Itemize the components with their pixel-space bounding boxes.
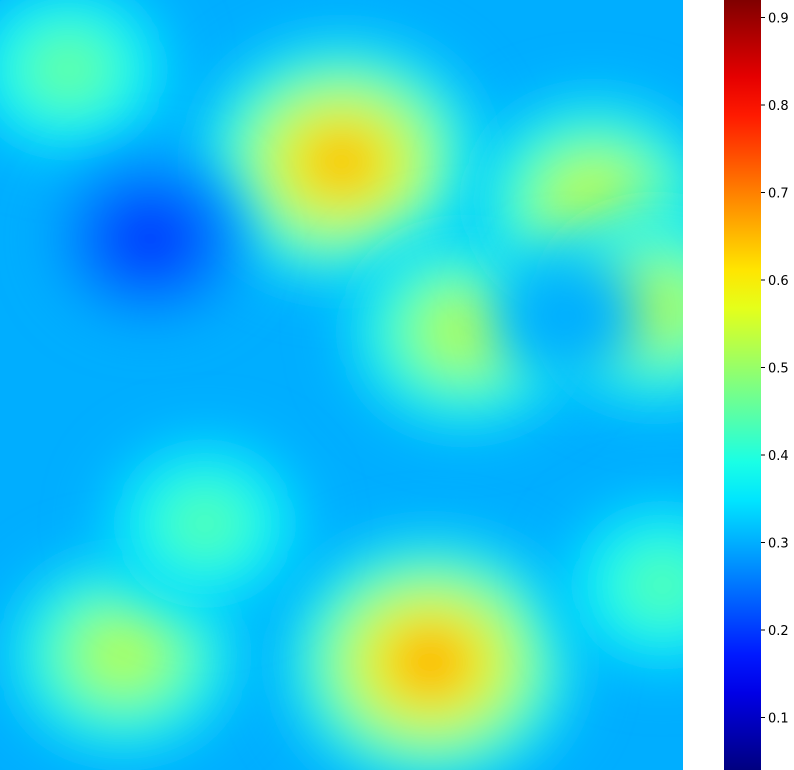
colorbar-tick-label: 0.4 — [768, 449, 789, 464]
heatmap-plot — [0, 0, 683, 770]
heatmap-region — [0, 0, 183, 167]
colorbar-tick-label: 0.1 — [768, 712, 789, 727]
colorbar-tick-label: 0.8 — [768, 99, 789, 114]
colorbar-gradient — [724, 0, 761, 770]
heatmap-region — [186, 29, 497, 294]
heatmap-region — [490, 250, 644, 381]
heatmap-region — [552, 491, 683, 679]
colorbar-tick-label: 0.3 — [768, 537, 789, 552]
heatmap-region — [47, 151, 253, 326]
colorbar-svg: 0.1 0.2 0.3 0.4 0.5 0.6 0.7 0.8 0.9 — [724, 0, 789, 770]
colorbar: 0.1 0.2 0.3 0.4 0.5 0.6 0.7 0.8 0.9 — [724, 0, 794, 770]
colorbar-tick-label: 0.6 — [768, 274, 789, 289]
colorbar-tick-label: 0.2 — [768, 624, 789, 639]
colorbar-tick-label: 0.7 — [768, 187, 789, 202]
colorbar-tick-label: 0.9 — [768, 12, 789, 27]
heatmap-region — [271, 527, 590, 770]
heatmap-svg — [0, 0, 683, 770]
heatmap-region — [94, 429, 316, 618]
colorbar-tick-label: 0.5 — [768, 362, 789, 377]
